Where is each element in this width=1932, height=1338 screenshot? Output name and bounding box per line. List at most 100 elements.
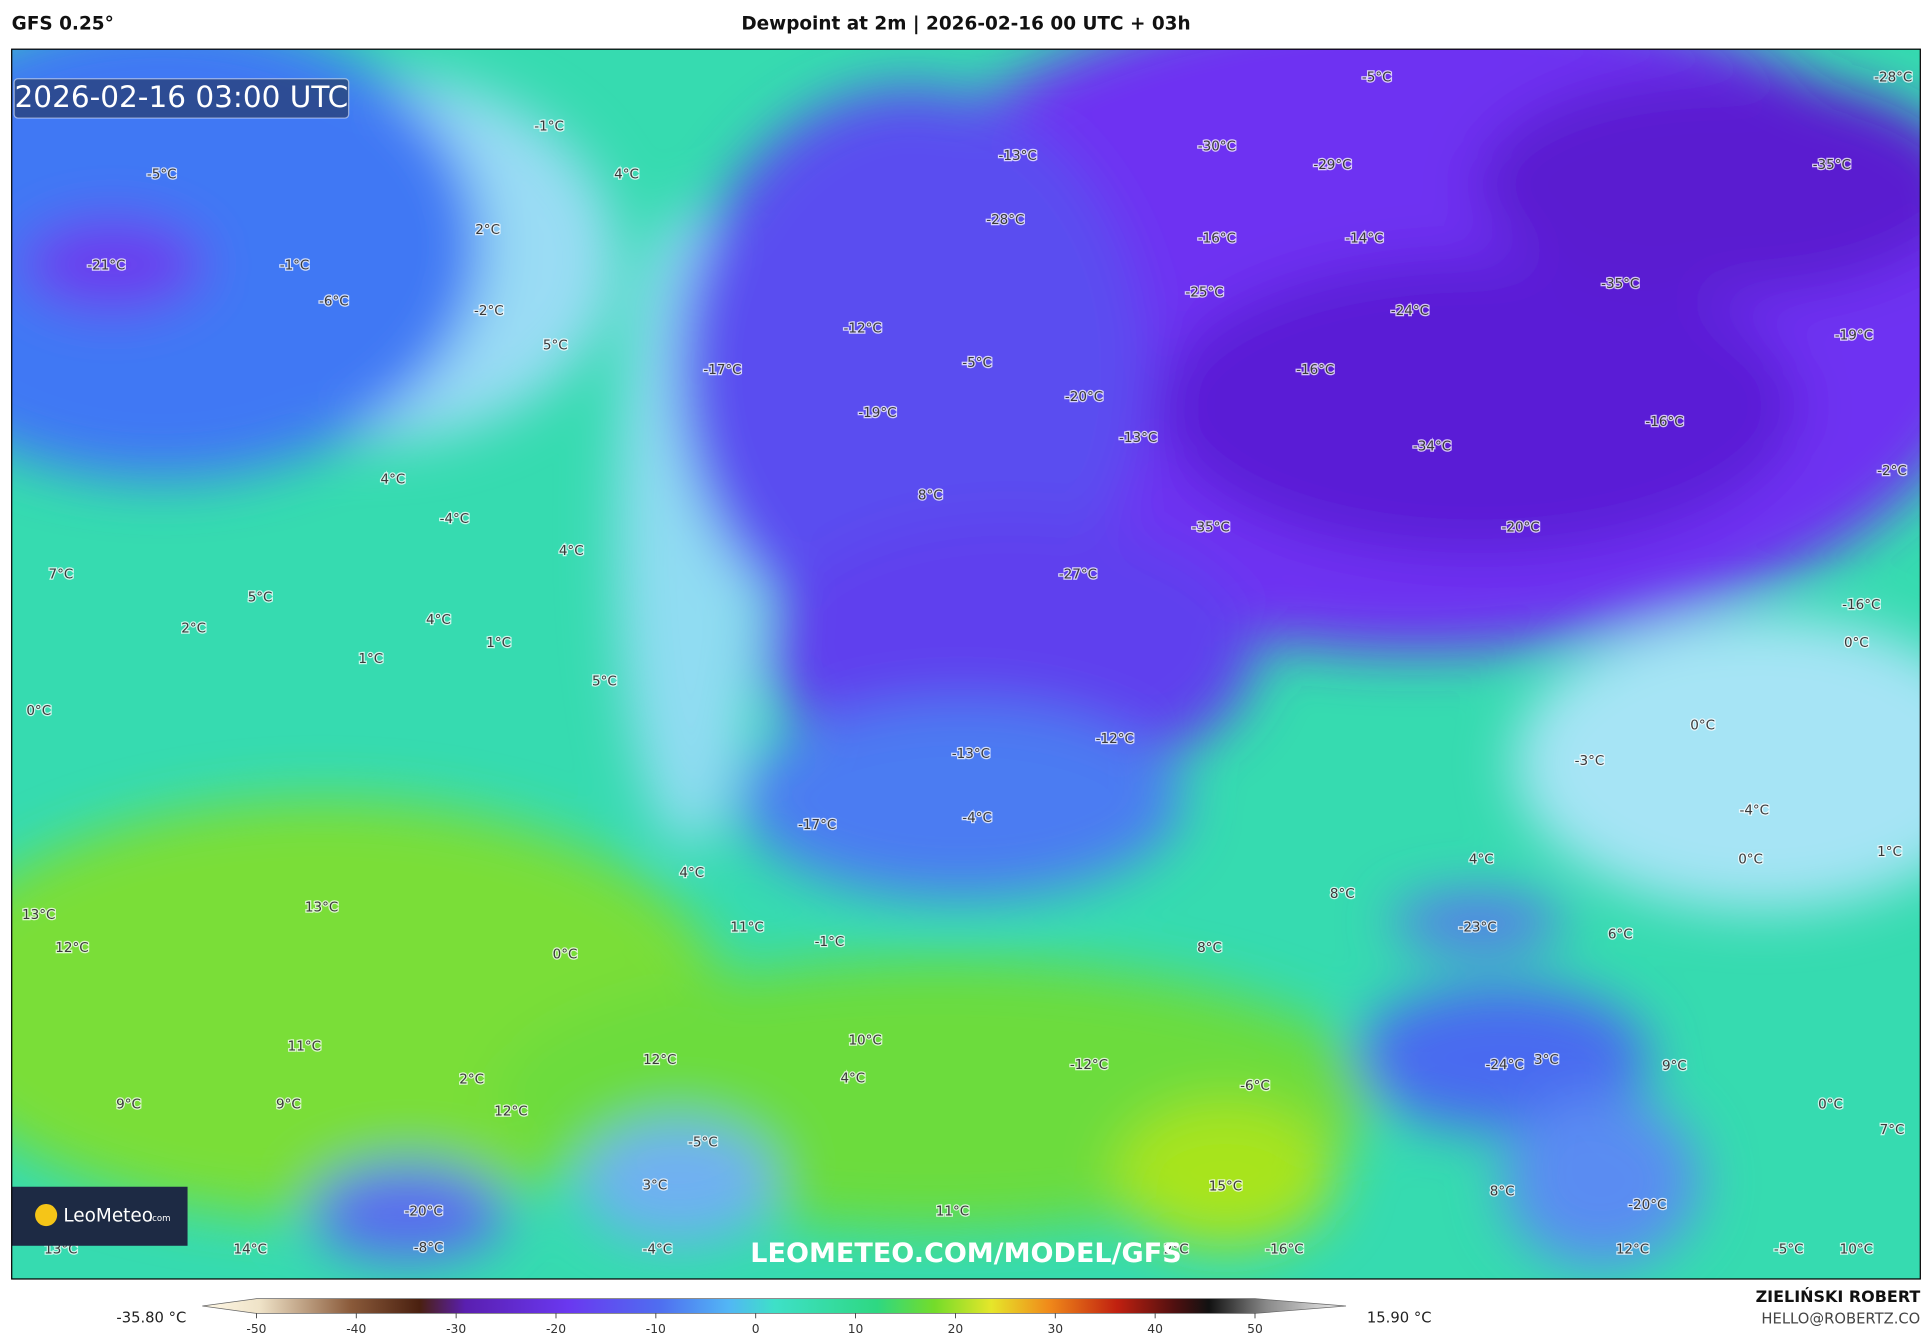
temperature-label: -16°C [1645,414,1683,430]
colorbar-tick-label: 50 [1247,1322,1263,1336]
temperature-label: 7°C [48,566,73,582]
temperature-label: -6°C [319,293,349,309]
temperature-label: -29°C [1313,157,1351,173]
temperature-label: 6°C [1608,927,1633,943]
temperature-label: -13°C [999,148,1037,164]
temperature-label: 0°C [553,946,578,962]
colorbar-tick-label: 30 [1047,1322,1063,1336]
watermark: LEOMETEO.COM/MODEL/GFS [750,1238,1181,1269]
temperature-label: -1°C [280,258,310,274]
temperature-label: 4°C [381,472,406,488]
temperature-label: -19°C [1835,328,1873,344]
temperature-label: 5°C [248,590,273,606]
temperature-label: 5°C [543,338,568,354]
temperature-label: -1°C [815,934,845,950]
temperature-label: 0°C [26,703,51,719]
temperature-label: 8°C [1197,940,1222,956]
temperature-label: 4°C [679,865,704,881]
colorbar-tick-label: -50 [246,1322,266,1336]
temperature-label: -30°C [1198,138,1236,154]
temperature-label: -2°C [1877,463,1907,479]
temperature-label: -34°C [1413,438,1451,454]
colorbar-tick-label: -20 [546,1322,566,1336]
colorbar [202,1298,1347,1314]
temperature-label: -35°C [1601,276,1639,292]
temperature-label: 2°C [475,222,500,238]
temperature-label: -16°C [1198,231,1236,247]
temperature-label: 3°C [1534,1052,1559,1068]
map-frame [11,48,1921,1280]
temperature-label: 1°C [358,651,383,667]
temperature-label: -17°C [703,362,741,378]
temperature-label: 2°C [181,620,206,636]
logo-sun [35,1203,58,1227]
temperature-label: -12°C [1070,1057,1108,1073]
temperature-label: -24°C [1391,303,1429,319]
temperature-label: 5°C [592,673,617,689]
temperature-label: -8°C [414,1240,444,1256]
temperature-label: -12°C [1096,731,1134,747]
temperature-label: 0°C [1690,718,1715,734]
temperature-label: 4°C [840,1071,865,1087]
temperature-labels: -1°C 4°C -5°C 2°C -21°C -1°C -6°C -2°C 5°C -5°C -2… [21,68,1914,1258]
colorbar-tick-label: -10 [646,1322,666,1336]
temperature-label: 8°C [1330,886,1355,902]
author-name: ZIELIŃSKI ROBERT [1756,1287,1921,1306]
temperature-label: -20°C [1628,1197,1666,1213]
temperature-label: 2°C [459,1072,484,1088]
temperature-label: -2°C [474,303,504,319]
temperature-label: -17°C [798,817,836,833]
colorbar-min: -35.80 °C [116,1309,186,1326]
temperature-label: 4°C [1469,852,1494,868]
temperature-label: -5°C [147,167,177,183]
temperature-label: -1°C [534,119,564,135]
temperature-label: 8°C [918,488,943,504]
temperature-label: -4°C [962,810,992,826]
temperature-label: 10°C [1840,1241,1873,1257]
temperature-label: -16°C [1842,597,1880,613]
temperature-label: -23°C [1458,919,1496,935]
temperature-label: -5°C [688,1134,718,1150]
colorbar-tick-label: 10 [848,1322,864,1336]
temperature-label: 15°C [1209,1179,1242,1195]
timestamp: 2026-02-16 03:00 UTC [15,80,349,114]
temperature-label: -13°C [952,746,990,762]
colorbar-tick-label: 0 [752,1322,760,1336]
temperature-label: 2°C [1164,1241,1189,1257]
temperature-label: 14°C [234,1241,267,1257]
temperature-label: 11°C [936,1203,969,1219]
temperature-label: 11°C [288,1039,321,1055]
temperature-label: 0°C [1844,635,1869,651]
temperature-label: -20°C [1501,520,1539,536]
temperature-label: -20°C [1065,389,1103,405]
temperature-label: 8°C [1490,1184,1515,1200]
temperature-label: 10°C [848,1032,881,1048]
temperature-label: -35°C [1813,157,1851,173]
temperature-label: -13°C [1119,430,1157,446]
colorbar-max: 15.90 °C [1367,1309,1432,1326]
temperature-label: 4°C [614,167,639,183]
temperature-label: 4°C [559,543,584,559]
temperature-label: 0°C [1738,852,1763,868]
map: -1°C 4°C -5°C 2°C -21°C -1°C -6°C -2°C 5°C -5°C -2… [11,49,1921,1279]
temperature-label: 9°C [1662,1058,1687,1074]
timestamp-box [13,78,350,119]
temperature-label: -16°C [1265,1241,1303,1257]
temperature-label: -14°C [1345,231,1383,247]
colorbar-ticks: -50 -40 -30 -20 -10 0 10 20 30 40 50 [246,1313,1263,1336]
temperature-label: 12°C [494,1104,527,1120]
temperature-label: -5°C [962,355,992,371]
temperature-label: 13°C [305,900,338,916]
temperature-label: 13°C [22,907,55,923]
colorbar-tick-label: -30 [446,1322,466,1336]
temperature-label: -4°C [440,511,470,527]
temperature-label: -35°C [1192,520,1230,536]
temperature-label: -3°C [1575,753,1605,769]
map-title: Dewpoint at 2m | 2026-02-16 00 UTC + 03h [741,14,1190,35]
temperature-label: -21°C [87,258,125,274]
colorbar-tick-label: 20 [948,1322,964,1336]
temperature-label: -20°C [405,1203,443,1219]
temperature-label: -25°C [1185,285,1223,301]
